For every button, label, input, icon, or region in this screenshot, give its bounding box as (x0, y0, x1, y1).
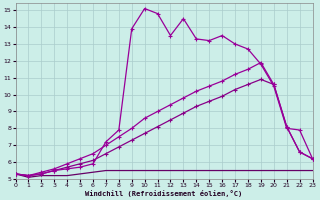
X-axis label: Windchill (Refroidissement éolien,°C): Windchill (Refroidissement éolien,°C) (85, 190, 243, 197)
